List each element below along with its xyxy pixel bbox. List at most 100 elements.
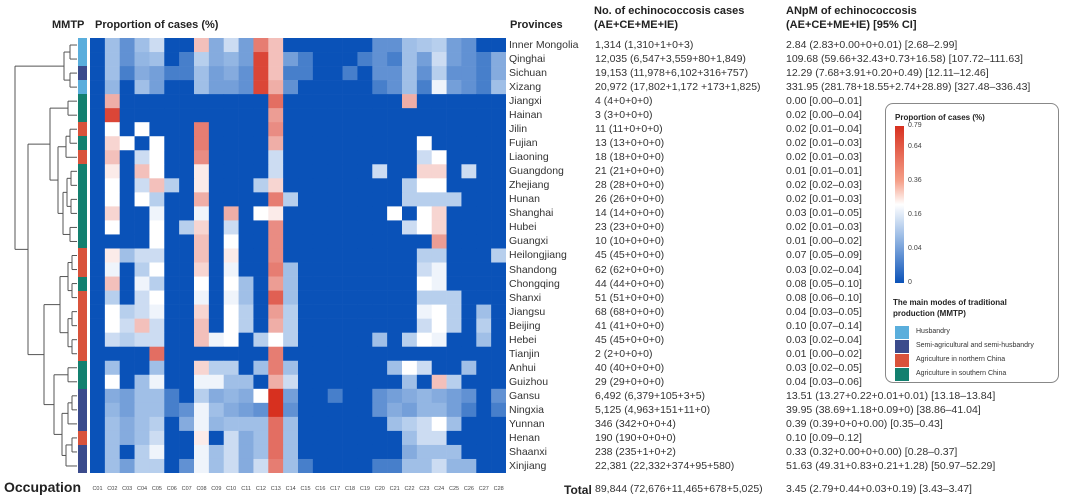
heatmap-cell <box>491 388 506 404</box>
heatmap-cell <box>268 178 284 193</box>
heatmap-cell <box>104 164 121 179</box>
heatmap-cell <box>238 458 254 473</box>
heatmap-cell <box>461 206 477 221</box>
heatmap-cell <box>446 430 462 446</box>
heatmap-cell <box>134 52 150 67</box>
heatmap-cell <box>194 332 210 348</box>
province-label: Guangdong <box>509 165 564 178</box>
heatmap-cell <box>149 38 165 53</box>
heatmap-cell <box>253 66 269 81</box>
heatmap-cell <box>446 346 462 362</box>
legend-mmtp-title-2: production (MMTP) <box>893 309 966 318</box>
heatmap-cell <box>208 94 225 109</box>
heatmap-cell <box>461 178 477 193</box>
heatmap-cell <box>268 192 284 207</box>
heatmap-cell <box>253 444 269 460</box>
heatmap-cell <box>342 416 358 432</box>
heatmap-cell <box>402 164 418 179</box>
heatmap-cell <box>387 234 403 249</box>
heatmap-cell <box>372 444 388 460</box>
heatmap-cell <box>283 402 299 418</box>
heatmap-cell <box>327 402 343 418</box>
dendrogram <box>14 44 77 467</box>
heatmap-cell <box>491 52 506 67</box>
mmtp-cell <box>78 276 87 291</box>
heatmap-cell <box>194 416 210 432</box>
mmtp-cell <box>78 332 87 348</box>
proportion-header: Proportion of cases (%) <box>95 19 219 31</box>
heatmap-cell <box>283 262 299 277</box>
heatmap-cell <box>476 192 492 207</box>
heatmap-cell <box>372 402 388 418</box>
heatmap-cell <box>327 290 343 305</box>
heatmap-cell <box>387 248 403 263</box>
heatmap-cell <box>223 94 239 109</box>
heatmap-cell <box>90 94 106 109</box>
heatmap-cell <box>446 388 462 404</box>
occupation-tick: C23 <box>419 486 430 492</box>
heatmap-cell <box>342 52 358 67</box>
heatmap-cell <box>119 416 135 432</box>
heatmap-cell <box>372 458 388 473</box>
occupation-tick: C06 <box>166 486 177 492</box>
heatmap-cell <box>119 220 135 235</box>
heatmap-cell <box>357 52 373 67</box>
heatmap-cell <box>431 346 447 362</box>
heatmap-cell <box>402 318 418 333</box>
heatmap-cell <box>476 416 492 432</box>
heatmap-cell <box>491 374 506 390</box>
heatmap-cell <box>461 80 477 95</box>
heatmap-cell <box>104 262 121 277</box>
heatmap-cell <box>402 388 418 404</box>
heatmap-cell <box>268 234 284 249</box>
heatmap-cell <box>208 332 225 348</box>
heatmap-cell <box>164 164 180 179</box>
heatmap-cell <box>208 206 225 221</box>
heatmap-cell <box>491 290 506 305</box>
heatmap-cell <box>357 248 373 263</box>
heatmap-cell <box>461 374 477 390</box>
cases-value: 29 (29+0+0+0) <box>595 375 665 388</box>
heatmap-cell <box>298 374 314 390</box>
heatmap-cell <box>238 318 254 333</box>
heatmap-cell <box>372 360 388 376</box>
heatmap-cell <box>312 52 329 67</box>
heatmap-cell <box>238 234 254 249</box>
heatmap-cell <box>149 444 165 460</box>
heatmap-cell <box>372 94 388 109</box>
cases-value: 44 (44+0+0+0) <box>595 277 665 290</box>
heatmap-cell <box>208 38 225 53</box>
heatmap-cell <box>476 346 492 362</box>
heatmap-cell <box>179 80 195 95</box>
heatmap-cell <box>253 94 269 109</box>
heatmap-cell <box>476 66 492 81</box>
mmtp-cell <box>78 192 87 207</box>
heatmap-cell <box>223 346 239 362</box>
heatmap-cell <box>253 304 269 319</box>
heatmap-cell <box>149 304 165 319</box>
heatmap-cell <box>298 38 314 53</box>
mmtp-cell <box>78 290 87 305</box>
heatmap-cell <box>357 318 373 333</box>
heatmap-cell <box>104 416 121 432</box>
heatmap-cell <box>476 52 492 67</box>
heatmap-cell <box>179 164 195 179</box>
heatmap-cell <box>461 458 477 473</box>
heatmap-cell <box>402 192 418 207</box>
heatmap-cell <box>253 220 269 235</box>
anpm-value: 0.39 (0.39+0+0+0.00) [0.35–0.43] <box>786 417 943 430</box>
heatmap-cell <box>90 248 106 263</box>
heatmap-cell <box>283 234 299 249</box>
occupation-tick: C04 <box>137 486 148 492</box>
heatmap-cell <box>283 416 299 432</box>
anpm-value: 0.02 [0.01–0.03] <box>786 151 862 164</box>
heatmap-cell <box>327 318 343 333</box>
mmtp-cell <box>78 38 87 53</box>
heatmap-cell <box>298 360 314 376</box>
heatmap-cell <box>312 262 329 277</box>
province-label: Jiangsu <box>509 305 546 318</box>
cases-header-line2: (AE+CE+ME+IE) <box>594 19 679 31</box>
heatmap-cell <box>461 416 477 432</box>
heatmap-cell <box>327 108 343 123</box>
occupation-tick: C22 <box>404 486 415 492</box>
